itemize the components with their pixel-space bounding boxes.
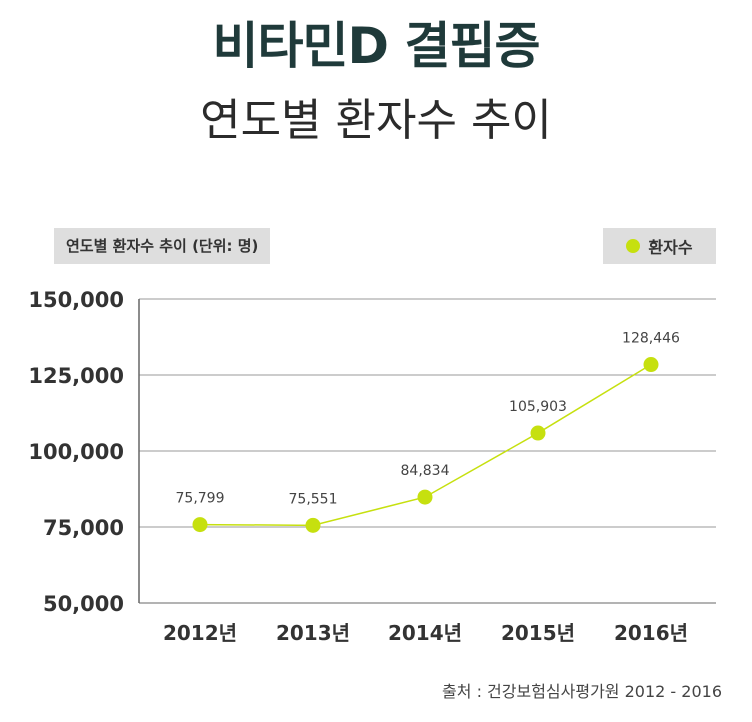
data-point	[643, 357, 659, 373]
y-tick-label: 75,000	[43, 516, 124, 540]
page-subtitle: 연도별 환자수 추이	[200, 95, 552, 146]
data-label: 128,446	[622, 331, 680, 347]
y-tick-label: 125,000	[28, 364, 124, 388]
legend-label: 환자수	[648, 238, 693, 257]
y-tick-label: 50,000	[43, 592, 124, 616]
x-tick-label: 2013년	[276, 621, 350, 645]
x-tick-label: 2012년	[163, 621, 237, 645]
data-point	[530, 425, 546, 441]
x-tick-label: 2016년	[614, 621, 688, 645]
x-tick-label: 2014년	[388, 621, 462, 645]
y-tick-label: 100,000	[28, 440, 124, 464]
data-point	[305, 517, 321, 533]
x-tick-label: 2015년	[501, 621, 575, 645]
legend-marker	[626, 239, 641, 253]
data-label: 84,834	[401, 463, 450, 479]
data-label: 75,799	[176, 491, 225, 507]
data-point	[417, 489, 433, 505]
data-point	[192, 517, 208, 533]
data-label: 105,903	[509, 399, 567, 415]
chart-label: 연도별 환자수 추이 (단위: 명)	[54, 228, 271, 264]
legend: 환자수	[603, 228, 716, 264]
y-tick-label: 150,000	[28, 288, 124, 312]
source-note: 출처 : 건강보험심사평가원 2012 - 2016	[442, 682, 722, 701]
page-title: 비타민D 결핍증	[212, 17, 541, 75]
data-label: 75,551	[289, 491, 338, 507]
